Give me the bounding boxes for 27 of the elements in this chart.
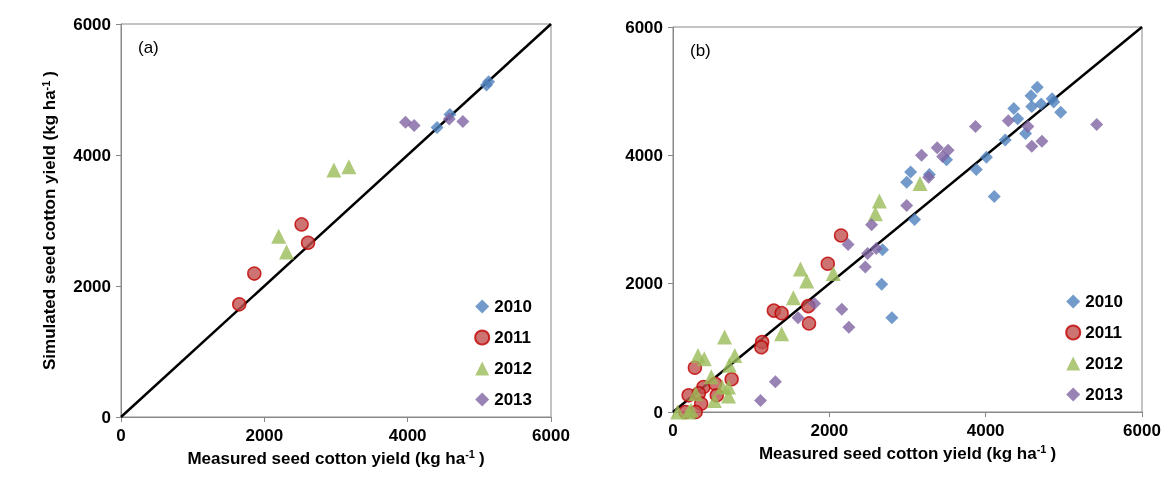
legend-label: 2011	[1085, 323, 1123, 342]
y-tick-label: 0	[653, 402, 663, 422]
y-tick-label: 0	[101, 407, 111, 427]
legend-label: 2013	[494, 390, 533, 409]
text: (b)	[690, 41, 711, 60]
x-tick-label: 0	[668, 421, 678, 440]
y-tick-label: 6000	[73, 14, 111, 34]
text: (a)	[138, 38, 159, 57]
x-tick-label: 4000	[388, 426, 427, 445]
legend-label: 2010	[1085, 292, 1124, 311]
x-tick-label: 0	[116, 426, 126, 445]
legend-label: 2012	[494, 359, 533, 378]
y-axis-title: Simulated seed cotton yield (kg ha-1)	[39, 70, 59, 371]
legend-label: 2012	[1085, 354, 1124, 373]
y-tick-label: 2000	[73, 276, 111, 296]
y-tick-label: 4000	[625, 145, 663, 165]
x-tick-label: 6000	[1123, 421, 1161, 440]
y-tick-label: 4000	[73, 145, 111, 165]
y-tick-label: 6000	[625, 17, 663, 37]
x-tick-label: 4000	[966, 421, 1005, 440]
x-tick-label: 2000	[810, 421, 849, 440]
legend-label: 2011	[494, 328, 532, 347]
legend-label: 2010	[494, 297, 533, 316]
x-tick-label: 6000	[532, 426, 570, 445]
y-tick-label: 2000	[625, 274, 663, 294]
legend-label: 2013	[1085, 385, 1124, 404]
x-tick-label: 2000	[245, 426, 284, 445]
